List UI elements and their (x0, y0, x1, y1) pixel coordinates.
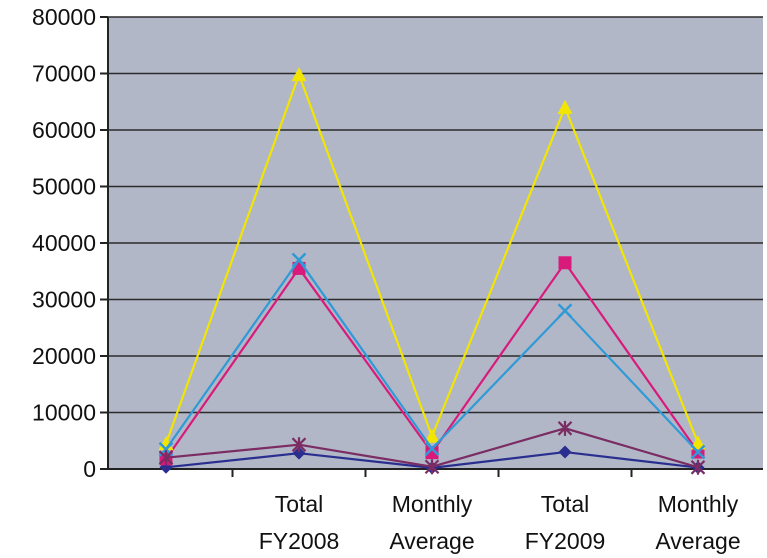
x-tick-label: Total (541, 491, 590, 517)
data-point (557, 420, 573, 436)
y-tick-label: 10000 (32, 400, 96, 426)
x-tick-label: Average (655, 528, 740, 554)
x-tick-label: Monthly (658, 491, 739, 517)
data-point (690, 459, 706, 475)
data-point (424, 459, 440, 475)
data-point (425, 446, 439, 460)
series-3 (158, 252, 706, 460)
y-tick-label: 0 (83, 456, 96, 482)
y-tick-label: 80000 (32, 4, 96, 30)
data-point (424, 441, 440, 457)
x-tick-label: Average (389, 528, 474, 554)
data-point (291, 437, 307, 453)
data-point (690, 444, 706, 460)
x-tick-label: FY2009 (525, 528, 606, 554)
x-tick-label: Total (275, 491, 324, 517)
y-tick-label: 20000 (32, 343, 96, 369)
x-tick-label: FY2008 (259, 528, 340, 554)
data-point (558, 256, 572, 270)
y-tick-label: 50000 (32, 174, 96, 200)
data-point (558, 445, 572, 459)
data-point (291, 67, 307, 82)
y-tick-label: 60000 (32, 117, 96, 143)
data-point (557, 303, 573, 319)
data-point (557, 99, 573, 114)
data-point (291, 252, 307, 268)
x-tick-label: Monthly (392, 491, 473, 517)
y-tick-label: 30000 (32, 287, 96, 313)
series-group (158, 67, 706, 475)
data-point (424, 428, 440, 443)
y-tick-label: 40000 (32, 230, 96, 256)
data-point (158, 450, 174, 466)
y-axis-ticks: 0 10000 20000 30000 40000 50000 60000 70000 8000… (32, 4, 108, 482)
data-point (292, 446, 306, 460)
x-axis-ticks: Total FY2008 Monthly Average Total FY2009 Mont… (231, 469, 741, 554)
data-point (690, 435, 706, 450)
y-tick-label: 70000 (32, 61, 96, 87)
series-4 (158, 420, 706, 475)
